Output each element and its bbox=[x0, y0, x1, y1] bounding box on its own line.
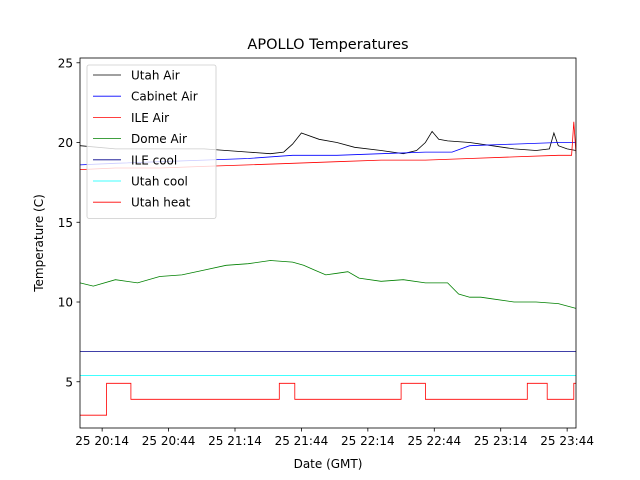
legend-label-ile-cool: ILE cool bbox=[131, 153, 177, 167]
x-tick-label: 25 21:14 bbox=[208, 434, 262, 448]
series-line-utah-air bbox=[80, 130, 576, 155]
legend-label-ile-air: ILE Air bbox=[131, 111, 169, 125]
y-tick-label: 20 bbox=[58, 136, 73, 150]
x-tick-label: 25 20:44 bbox=[142, 434, 196, 448]
legend: Utah Air Cabinet Air ILE Air Dome Air ILE co… bbox=[86, 64, 217, 219]
x-axis-label: Date (GMT) bbox=[294, 457, 363, 471]
x-tick-label: 25 22:14 bbox=[341, 434, 395, 448]
y-tick-label: 5 bbox=[65, 375, 73, 389]
legend-label-dome-air: Dome Air bbox=[131, 132, 187, 146]
x-tick-label: 25 23:44 bbox=[540, 434, 594, 448]
x-tick-label: 25 20:14 bbox=[75, 434, 129, 448]
y-tick-label: 10 bbox=[58, 296, 73, 310]
y-tick-label: 15 bbox=[58, 216, 73, 230]
legend-label-utah-heat: Utah heat bbox=[131, 196, 191, 210]
x-tick-label: 25 23:14 bbox=[474, 434, 528, 448]
x-tick-label: 25 21:44 bbox=[275, 434, 329, 448]
legend-label-utah-cool: Utah cool bbox=[131, 175, 188, 189]
chart-title: APOLLO Temperatures bbox=[247, 37, 408, 53]
y-axis-label: Temperature (C) bbox=[32, 194, 46, 293]
x-tick-label: 25 22:44 bbox=[407, 434, 461, 448]
legend-box bbox=[86, 64, 217, 219]
legend-label-cabinet-air: Cabinet Air bbox=[131, 90, 198, 104]
legend-label-utah-air: Utah Air bbox=[131, 69, 180, 83]
series-line-dome-air bbox=[80, 260, 576, 309]
series-line-utah-heat bbox=[80, 382, 576, 416]
y-tick-label: 25 bbox=[58, 56, 73, 70]
plot-frame bbox=[79, 57, 577, 429]
